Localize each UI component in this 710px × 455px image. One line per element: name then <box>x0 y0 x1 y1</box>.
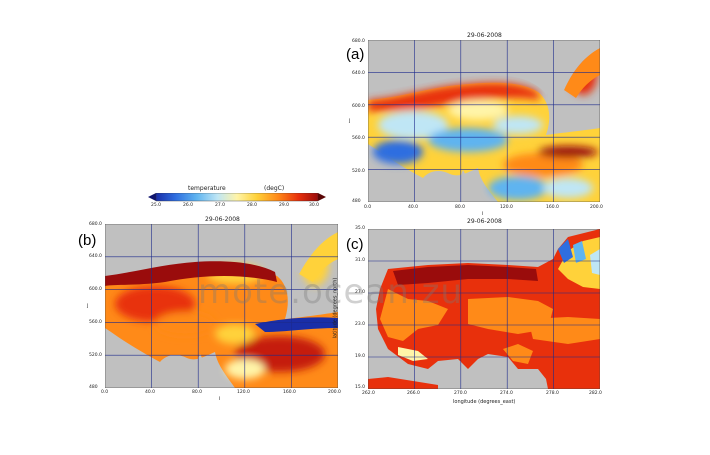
map-b <box>105 224 338 388</box>
y-tick: 520.0 <box>89 353 102 358</box>
y-tick: 480 <box>352 199 361 204</box>
y-tick: 560.0 <box>352 136 365 141</box>
colorbar-tick: 28.0 <box>247 203 258 208</box>
y-axis-title: j <box>349 118 351 124</box>
panel-label: (a) <box>346 46 365 63</box>
y-tick: 27.0 <box>355 290 366 295</box>
y-tick: 35.0 <box>355 226 366 231</box>
y-tick: 680.0 <box>352 39 365 44</box>
x-tick: 120.0 <box>237 390 250 395</box>
x-tick: 0.0 <box>364 205 372 210</box>
x-tick: 266.0 <box>407 391 420 396</box>
x-tick: 160.0 <box>546 205 559 210</box>
x-tick: 160.0 <box>283 390 296 395</box>
colorbar-tick: 27.0 <box>215 203 226 208</box>
colorbar-tick: 29.0 <box>279 203 290 208</box>
y-tick: 19.0 <box>355 354 366 359</box>
map-a <box>368 40 600 202</box>
x-tick: 262.0 <box>362 391 375 396</box>
colorbar-tick: 30.0 <box>309 203 320 208</box>
x-tick: 0.0 <box>101 390 109 395</box>
x-axis-title: i <box>482 211 484 217</box>
y-tick: 31.0 <box>355 258 366 263</box>
y-tick: 560.0 <box>89 320 102 325</box>
x-tick: 80.0 <box>455 205 466 210</box>
x-tick: 274.0 <box>500 391 513 396</box>
y-tick: 15.0 <box>355 385 366 390</box>
colorbar-high-arrow <box>318 193 326 201</box>
watermark-text: mote.ocean.zu <box>198 272 463 312</box>
x-tick: 200.0 <box>328 390 341 395</box>
panel-date: 29-06-2008 <box>205 216 240 223</box>
colorbar-tick: 25.0 <box>151 203 162 208</box>
colorbar-title: temperature <box>188 185 226 192</box>
x-tick: 120.0 <box>500 205 513 210</box>
y-tick: 640.0 <box>89 254 102 259</box>
x-tick: 200.0 <box>590 205 603 210</box>
panel-label: (c) <box>346 236 364 253</box>
colorbar-tick: 26.0 <box>183 203 194 208</box>
x-tick: 282.0 <box>589 391 602 396</box>
colorbar-bar <box>148 193 326 202</box>
y-axis-title: j <box>87 303 89 309</box>
colorbar-low-arrow <box>148 193 156 201</box>
x-tick: 278.0 <box>546 391 559 396</box>
x-axis-title: i <box>219 396 221 402</box>
panel-date: 29-06-2008 <box>467 218 502 225</box>
x-axis-title: longitude (degrees_east) <box>453 399 516 405</box>
panel-label: (b) <box>78 232 97 249</box>
map-c <box>368 229 600 389</box>
y-tick: 600.0 <box>352 104 365 109</box>
y-tick: 23.0 <box>355 322 366 327</box>
x-tick: 40.0 <box>145 390 156 395</box>
x-tick: 40.0 <box>408 205 419 210</box>
y-tick: 520.0 <box>352 169 365 174</box>
y-tick: 640.0 <box>352 71 365 76</box>
y-tick: 680.0 <box>89 222 102 227</box>
y-tick: 600.0 <box>89 287 102 292</box>
panel-date: 29-06-2008 <box>467 32 502 39</box>
y-tick: 480 <box>89 385 98 390</box>
x-tick: 80.0 <box>192 390 203 395</box>
colorbar-unit: (degC) <box>264 185 285 192</box>
x-tick: 270.0 <box>454 391 467 396</box>
